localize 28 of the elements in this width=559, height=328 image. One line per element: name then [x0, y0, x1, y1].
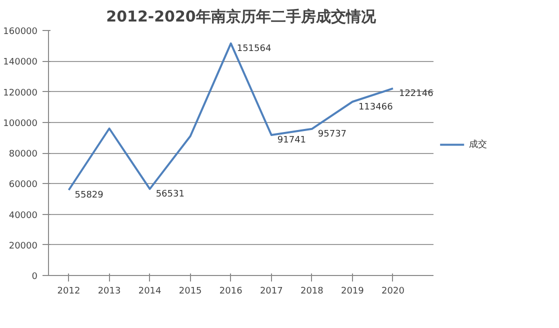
y-tick-label: 20000 [8, 241, 38, 252]
data-label: 122146 [398, 88, 434, 99]
x-tick-label: 2013 [98, 286, 121, 296]
y-tick-label: 80000 [8, 150, 38, 160]
data-label: 56531 [156, 189, 184, 200]
x-tick-label: 2017 [260, 286, 283, 296]
x-tick-label: 2018 [300, 286, 324, 296]
x-tick-label: 2020 [382, 286, 405, 296]
data-label: 91741 [277, 136, 306, 146]
chart-title: 2012-2020年南京历年二手房成交情况 [106, 8, 377, 26]
y-tick-label: 120000 [3, 88, 38, 98]
legend-label: 成交 [468, 138, 487, 150]
x-tick-label: 2016 [219, 286, 243, 296]
x-tick-label: 2012 [57, 286, 80, 296]
y-tick-label: 60000 [8, 180, 38, 190]
data-label: 55829 [74, 190, 104, 201]
y-tick-label: 40000 [8, 210, 38, 221]
x-tick-label: 2019 [340, 286, 364, 296]
data-label: 113466 [358, 102, 394, 112]
x-tick-label: 2014 [138, 286, 162, 296]
y-tick-label: 0 [32, 272, 38, 282]
y-tick-label: 160000 [3, 27, 38, 37]
data-label: 95737 [318, 129, 347, 140]
x-tick-label: 2015 [178, 286, 202, 296]
data-label: 151564 [236, 44, 272, 54]
y-tick-label: 100000 [3, 118, 38, 129]
line-series [68, 42, 394, 192]
y-tick-label: 140000 [3, 58, 38, 68]
